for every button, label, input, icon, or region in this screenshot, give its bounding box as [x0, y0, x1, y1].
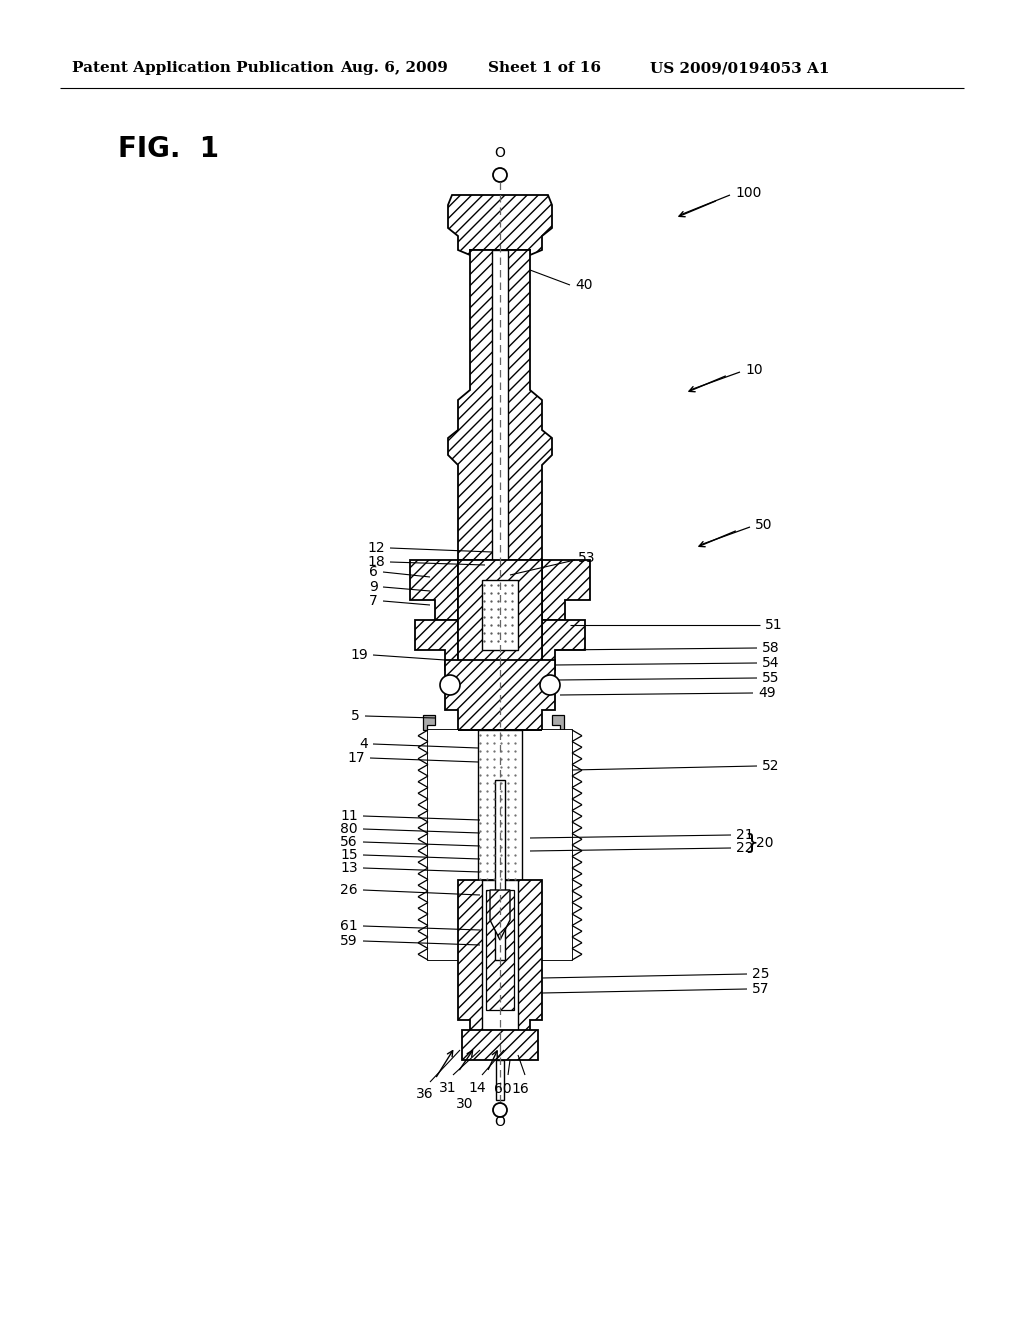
Text: FIG.  1: FIG. 1 [118, 135, 219, 162]
Text: 40: 40 [575, 279, 593, 292]
Text: 56: 56 [340, 836, 358, 849]
Text: 59: 59 [340, 935, 358, 948]
Text: 16: 16 [511, 1082, 528, 1096]
Text: 25: 25 [752, 968, 769, 981]
Bar [495, 780, 505, 960]
Polygon shape [552, 715, 564, 730]
Text: 9: 9 [369, 579, 378, 594]
Text: 100: 100 [735, 186, 762, 201]
Text: Aug. 6, 2009: Aug. 6, 2009 [340, 61, 447, 75]
Text: Patent Application Publication: Patent Application Publication [72, 61, 334, 75]
Text: 80: 80 [340, 822, 358, 836]
Polygon shape [410, 560, 458, 620]
Polygon shape [449, 195, 552, 255]
Text: 30: 30 [457, 1097, 474, 1111]
Polygon shape [423, 715, 435, 730]
Text: 7: 7 [370, 594, 378, 609]
Text: 11: 11 [340, 809, 358, 822]
Text: 61: 61 [340, 919, 358, 933]
Polygon shape [449, 249, 552, 560]
Polygon shape [445, 660, 555, 730]
Bar [478, 730, 522, 880]
Text: O: O [495, 1115, 506, 1129]
Text: 5: 5 [351, 709, 360, 723]
Text: 51: 51 [765, 618, 782, 632]
Text: 60: 60 [495, 1082, 512, 1096]
Text: 54: 54 [762, 656, 779, 671]
Circle shape [440, 675, 460, 696]
Text: 12: 12 [368, 541, 385, 554]
Bar [492, 249, 508, 560]
Text: 19: 19 [350, 648, 368, 663]
Bar [482, 579, 518, 649]
Text: 4: 4 [359, 737, 368, 751]
Text: 17: 17 [347, 751, 365, 766]
Text: 21: 21 [736, 828, 754, 842]
Bar [428, 730, 572, 960]
Text: 13: 13 [340, 861, 358, 875]
Bar [482, 880, 518, 1030]
Polygon shape [462, 1030, 538, 1060]
Text: 52: 52 [762, 759, 779, 774]
Text: 50: 50 [755, 517, 772, 532]
Text: 14: 14 [468, 1081, 485, 1096]
Text: 22: 22 [736, 841, 754, 855]
Text: 15: 15 [340, 847, 358, 862]
Text: 26: 26 [340, 883, 358, 898]
Bar [496, 1060, 504, 1100]
Text: 57: 57 [752, 982, 769, 997]
Text: 31: 31 [439, 1081, 457, 1096]
Bar [542, 730, 572, 960]
Text: 53: 53 [578, 550, 596, 565]
Text: 10: 10 [745, 363, 763, 378]
Text: 36: 36 [416, 1086, 434, 1101]
Bar [428, 730, 458, 960]
Polygon shape [458, 880, 542, 1049]
Text: }: } [744, 833, 758, 853]
Polygon shape [542, 560, 590, 620]
Text: 55: 55 [762, 671, 779, 685]
Text: 20: 20 [756, 836, 773, 850]
Polygon shape [458, 560, 542, 680]
Polygon shape [490, 890, 510, 940]
Polygon shape [415, 620, 458, 671]
Text: Sheet 1 of 16: Sheet 1 of 16 [488, 61, 601, 75]
Text: 18: 18 [368, 554, 385, 569]
Bar [486, 890, 514, 1010]
Text: 6: 6 [369, 565, 378, 579]
Text: US 2009/0194053 A1: US 2009/0194053 A1 [650, 61, 829, 75]
Text: 49: 49 [758, 686, 775, 700]
Text: 58: 58 [762, 642, 779, 655]
Polygon shape [542, 620, 585, 671]
Text: O: O [495, 147, 506, 160]
Circle shape [540, 675, 560, 696]
